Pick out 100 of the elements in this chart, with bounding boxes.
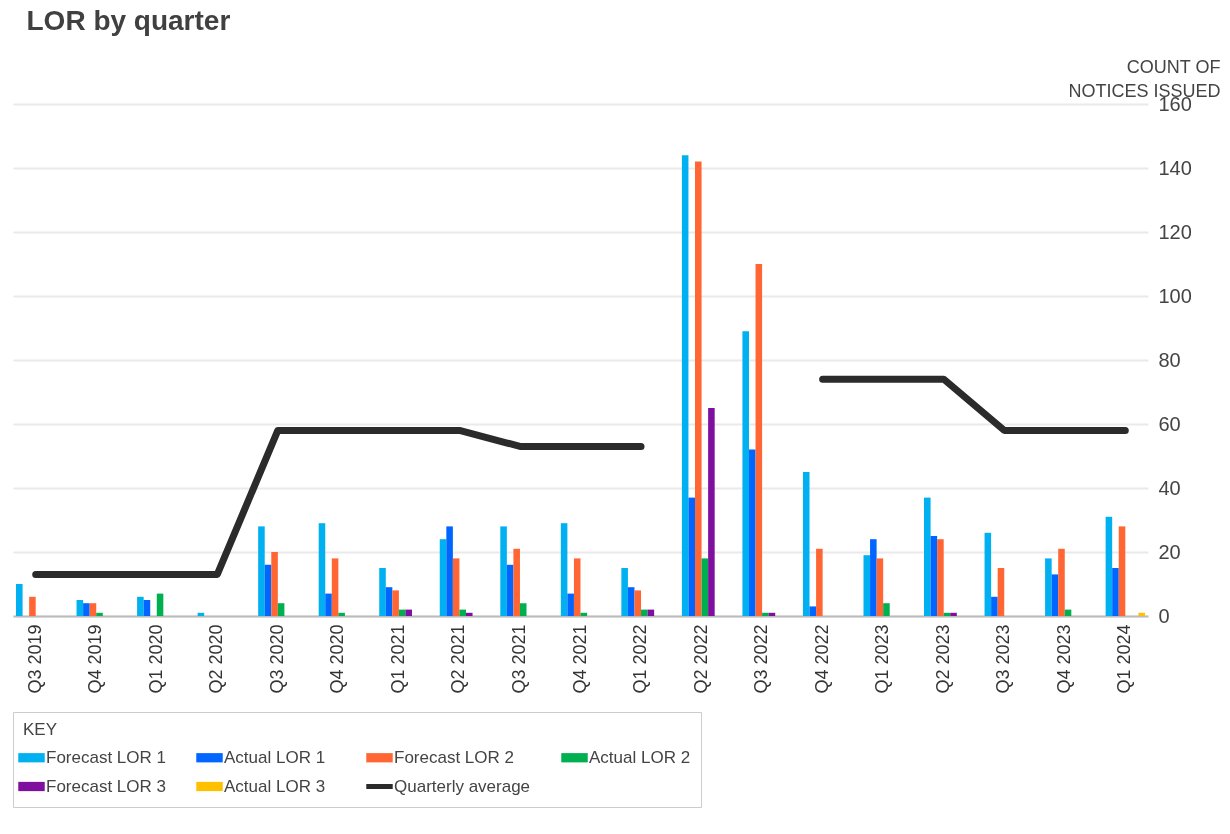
bar: [1051, 574, 1059, 616]
x-tick-label: Q1 2022: [630, 624, 651, 694]
y-tick-label: 140: [1158, 156, 1192, 179]
bar: [385, 587, 393, 616]
y-tick-label: 120: [1158, 220, 1192, 243]
bar: [742, 331, 749, 616]
bar: [681, 155, 689, 616]
bar: [519, 603, 527, 616]
bar: [688, 497, 696, 616]
x-tick-label: Q3 2023: [993, 624, 1014, 694]
x-tick-label: Q4 2020: [327, 624, 348, 694]
bar: [634, 590, 642, 616]
x-tick-label: Q3 2021: [508, 624, 529, 694]
bar: [29, 596, 36, 616]
bar: [950, 612, 957, 616]
bar: [156, 593, 164, 616]
x-tick-label: Q3 2020: [266, 624, 287, 694]
bar: [809, 606, 817, 616]
legend-label: Forecast LOR 3: [46, 776, 166, 796]
bar: [506, 564, 514, 616]
y-tick-label: 0: [1158, 604, 1170, 627]
bar: [621, 568, 628, 616]
bar: [708, 408, 715, 616]
bar: [264, 564, 272, 616]
bar: [1118, 526, 1126, 616]
bar: [924, 497, 931, 616]
bar: [816, 548, 823, 616]
x-tick-label: Q4 2023: [1053, 624, 1074, 694]
x-tick-label: Q4 2019: [85, 624, 106, 694]
bar: [16, 584, 23, 616]
bar: [876, 558, 884, 616]
bar: [1045, 558, 1052, 616]
legend-label: Forecast LOR 1: [46, 747, 166, 767]
bar: [991, 596, 998, 616]
bar: [560, 523, 568, 616]
bar: [277, 603, 285, 616]
bar: [83, 603, 90, 616]
legend-label: Actual LOR 3: [224, 776, 326, 796]
bar: [405, 609, 413, 616]
bar: [258, 526, 265, 616]
x-tick-label: Q2 2020: [206, 624, 227, 694]
bar: [137, 596, 144, 616]
bar: [1105, 516, 1113, 616]
bar: [748, 449, 756, 616]
bar: [1058, 548, 1065, 616]
x-tick-label: Q1 2020: [145, 624, 166, 694]
x-tick-label: Q1 2023: [872, 624, 893, 694]
bar: [338, 612, 345, 616]
bar: [143, 600, 151, 616]
legend-label: Actual LOR 1: [224, 747, 326, 767]
y-tick-label: 60: [1158, 412, 1181, 435]
bar: [930, 536, 938, 616]
bar: [76, 600, 84, 616]
bar: [465, 612, 473, 616]
x-tick-label: Q3 2019: [24, 624, 45, 694]
bar: [89, 603, 97, 616]
bar: [379, 568, 386, 616]
bar: [96, 612, 103, 616]
bar: [627, 587, 635, 616]
bar: [573, 558, 581, 616]
bar: [863, 555, 871, 616]
bar: [452, 558, 460, 616]
bar: [762, 612, 769, 616]
x-tick-label: Q2 2022: [690, 624, 711, 694]
bar: [500, 526, 507, 616]
bar: [641, 609, 648, 616]
x-tick-label: Q2 2023: [932, 624, 953, 694]
x-tick-label: Q2 2021: [448, 624, 469, 694]
bar: [567, 593, 574, 616]
bar: [392, 590, 399, 616]
bar: [695, 161, 702, 616]
bar: [997, 568, 1005, 616]
bar: [883, 603, 890, 616]
x-tick-label: Q1 2021: [387, 624, 408, 694]
bar: [446, 526, 453, 616]
bar: [984, 532, 992, 616]
bar: [513, 548, 520, 616]
legend-label: Actual LOR 2: [589, 747, 691, 767]
bar: [1138, 612, 1145, 616]
y-tick-label: 40: [1158, 476, 1181, 499]
bar: [318, 523, 326, 616]
bar: [459, 609, 466, 616]
legend-title: KEY: [23, 720, 58, 739]
legend-label: Forecast LOR 2: [394, 747, 514, 767]
bar: [755, 264, 763, 616]
y-tick-label: 100: [1158, 284, 1192, 307]
chart-title: LOR by quarter: [26, 5, 231, 36]
bar: [439, 539, 447, 616]
x-tick-label: Q4 2021: [569, 624, 590, 694]
x-tick-label: Q3 2022: [751, 624, 772, 694]
bar: [802, 472, 810, 616]
legend-label: Quarterly average: [394, 776, 531, 796]
x-tick-label: Q4 2022: [811, 624, 832, 694]
bar: [870, 539, 877, 616]
x-tick-label: Q1 2024: [1114, 624, 1135, 694]
bar: [1112, 568, 1119, 616]
y-tick-label: 20: [1158, 540, 1181, 563]
bar: [331, 558, 339, 616]
y-tick-label: 80: [1158, 348, 1181, 371]
bar: [325, 593, 332, 616]
